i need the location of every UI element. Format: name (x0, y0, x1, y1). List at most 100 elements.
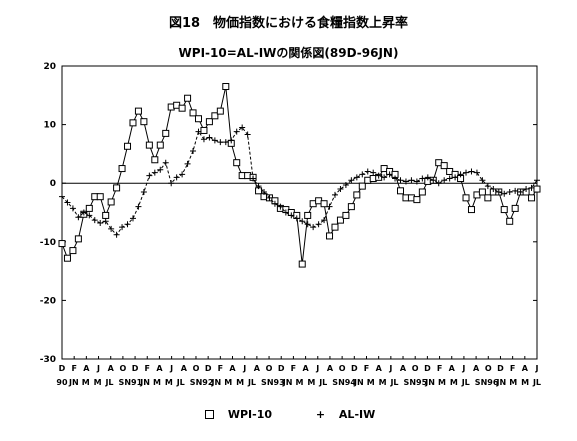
data-point-square (500, 206, 508, 214)
data-point-plus (277, 203, 284, 210)
x-year-label: N91 (124, 378, 142, 387)
data-point-plus (162, 159, 169, 166)
data-point-square (336, 216, 344, 224)
x-month-label: J (242, 364, 246, 373)
data-point-plus (140, 188, 147, 195)
data-point-plus (534, 177, 540, 184)
x-year-label: S (118, 378, 124, 387)
data-point-square (413, 196, 421, 204)
data-point-plus (337, 186, 344, 193)
data-point-plus (457, 171, 464, 178)
data-point-square (358, 182, 366, 190)
series-line (61, 126, 538, 236)
x-year-label: JL (389, 378, 398, 387)
x-year-label: N92 (196, 378, 214, 387)
x-year-label: M (296, 378, 304, 387)
data-point-square (326, 232, 334, 240)
data-point-plus (239, 124, 246, 131)
series-wpi-10 (58, 83, 541, 268)
data-point-square (506, 217, 514, 225)
x-month-label: J (388, 364, 392, 373)
data-point-plus (64, 199, 71, 206)
x-year-label: JL (104, 378, 113, 387)
x-year-label: M (82, 378, 90, 387)
data-point-plus (310, 224, 317, 231)
data-point-square (151, 156, 159, 164)
data-point-plus (528, 184, 535, 191)
data-point-plus (408, 177, 415, 184)
x-year-label: M (224, 378, 232, 387)
x-month-label: O (412, 364, 419, 373)
x-year-label: 90 (56, 378, 68, 387)
y-tick-label: 20 (43, 62, 56, 72)
data-point-plus (523, 186, 530, 193)
data-point-square (140, 118, 148, 126)
data-point-plus (75, 214, 82, 221)
data-point-plus (190, 147, 197, 154)
data-point-plus (179, 171, 186, 178)
x-month-label: A (229, 364, 236, 373)
data-point-plus (200, 136, 207, 143)
x-year-label: S (190, 378, 196, 387)
x-year-label: JN (353, 378, 364, 387)
x-year-label: M (450, 378, 458, 387)
data-point-square (107, 198, 115, 206)
x-year-label: JN (282, 378, 293, 387)
x-month-label: A (522, 364, 529, 373)
data-point-plus (119, 224, 126, 231)
data-point-square (145, 141, 153, 149)
data-point-plus (86, 212, 93, 219)
data-point-plus (124, 221, 131, 228)
data-point-square (58, 240, 66, 248)
data-point-plus (501, 190, 508, 197)
data-point-square (418, 188, 426, 196)
data-point-plus (91, 217, 98, 224)
data-point-square (533, 185, 541, 193)
data-point-plus (506, 188, 513, 195)
data-point-plus (359, 171, 366, 178)
data-point-plus (271, 200, 278, 207)
data-point-plus (473, 169, 480, 176)
data-point-square (85, 204, 93, 212)
x-month-label: A (254, 364, 261, 373)
data-point-square (233, 159, 241, 167)
data-point-square (342, 211, 350, 219)
data-point-plus (168, 180, 175, 187)
legend-label-wpi: WPI-10 (227, 407, 273, 421)
data-point-plus (402, 178, 409, 185)
x-month-label: F (510, 364, 515, 373)
data-point-square (353, 191, 361, 199)
x-year-label: JL (532, 378, 541, 387)
x-month-label: F (291, 364, 296, 373)
x-month-label: J (169, 364, 173, 373)
x-month-label: O (193, 364, 200, 373)
data-point-plus (375, 172, 382, 179)
data-point-plus (435, 180, 442, 187)
x-year-label: N96 (481, 378, 499, 387)
x-year-label: JL (461, 378, 470, 387)
x-year-label: M (521, 378, 529, 387)
data-point-square (118, 165, 126, 173)
x-year-label: M (94, 378, 102, 387)
x-month-label: A (302, 364, 309, 373)
data-point-square (162, 129, 170, 137)
x-year-label: JL (318, 378, 327, 387)
data-point-plus (419, 175, 426, 182)
x-year-label: S (403, 378, 409, 387)
data-point-plus (304, 221, 311, 228)
x-year-label: N95 (409, 378, 427, 387)
x-month-label: F (437, 364, 442, 373)
x-month-label: O (266, 364, 273, 373)
data-point-square (331, 223, 339, 231)
y-tick-label: 10 (43, 121, 56, 131)
x-month-label: A (473, 364, 480, 373)
data-point-square (478, 188, 486, 196)
data-point-plus (397, 177, 404, 184)
y-tick-label: 0 (50, 179, 56, 189)
x-year-label: S (332, 378, 338, 387)
data-point-square (511, 204, 519, 212)
data-point-square (347, 203, 355, 211)
x-month-label: F (145, 364, 150, 373)
